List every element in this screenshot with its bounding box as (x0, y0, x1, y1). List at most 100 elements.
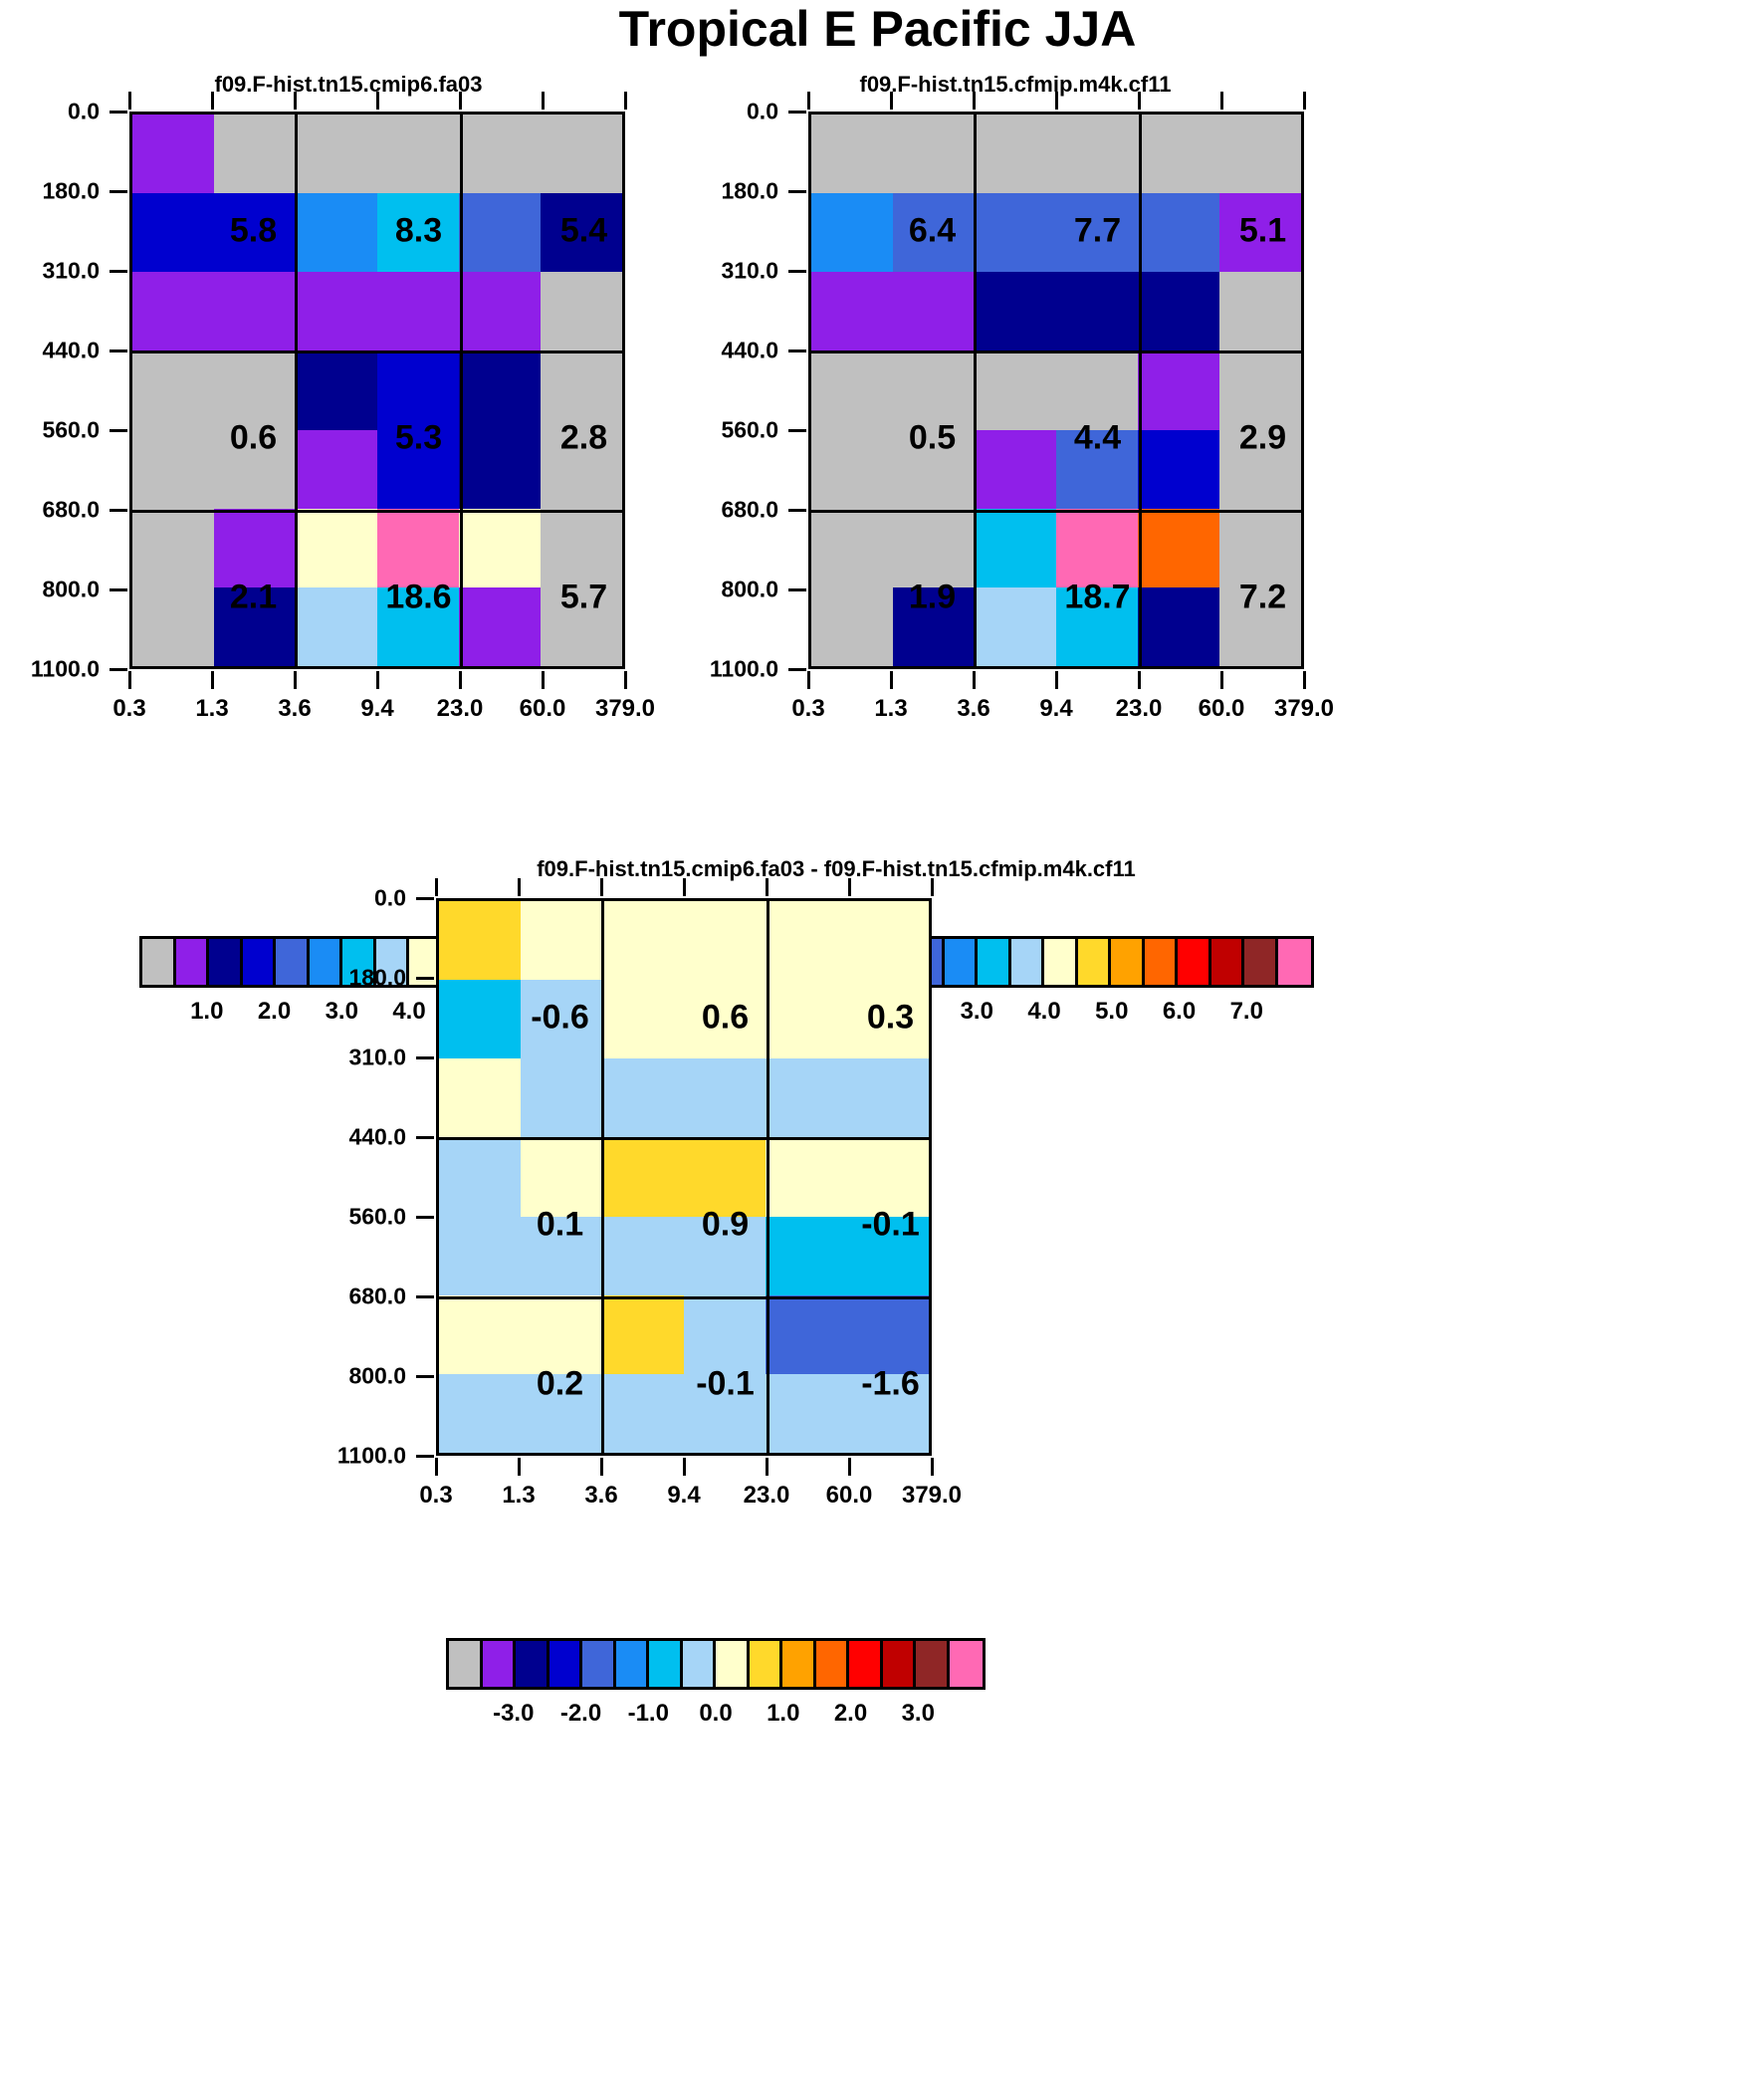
heatmap-cell (811, 115, 893, 194)
colorbar-tick-label: -1.0 (627, 1700, 669, 1727)
cell-value: 4.4 (1073, 418, 1122, 457)
cell-value: 7.7 (1073, 211, 1122, 250)
cell-value: 0.5 (908, 418, 957, 457)
colorbar-swatch (682, 1641, 716, 1687)
heatmap-cell (132, 115, 214, 194)
colorbar-swatch (449, 1641, 483, 1687)
heatmap-cell (847, 1058, 929, 1138)
x-axis-tick (1220, 671, 1223, 689)
x-axis-tick (1138, 92, 1141, 110)
x-axis-label: 23.0 (743, 1482, 790, 1509)
heatmap-cell (214, 115, 296, 194)
gridline-horizontal (129, 510, 625, 513)
heatmap-cell (132, 350, 214, 430)
heatmap-cell (975, 193, 1056, 273)
y-axis-tick (416, 977, 434, 980)
y-axis-label: 440.0 (721, 337, 778, 363)
heatmap-cell (132, 508, 214, 587)
gridline-horizontal (808, 510, 1304, 513)
colorbar-swatch (1277, 939, 1311, 985)
heatmap-cell (541, 272, 622, 351)
cell-value: 8.3 (394, 211, 443, 250)
cell-value: 5.8 (229, 211, 278, 250)
y-axis-label: 310.0 (721, 257, 778, 284)
heatmap-cell (459, 350, 541, 430)
x-axis-label: 0.3 (419, 1482, 453, 1509)
heatmap-cell (684, 980, 766, 1059)
cell-value: 1.9 (908, 578, 957, 616)
x-axis-tick (128, 671, 131, 689)
heatmap-cell (132, 586, 214, 666)
gridline-vertical (601, 898, 604, 1456)
heatmap-cell (377, 115, 459, 194)
heatmap-cell (893, 272, 975, 351)
gridline-horizontal (436, 1137, 932, 1140)
heatmap-cell (684, 1137, 766, 1217)
x-axis-tick (459, 671, 462, 689)
x-axis-tick (1055, 92, 1058, 110)
heatmap-cell (439, 901, 521, 981)
gridline-horizontal (129, 350, 625, 353)
y-axis-tick (788, 190, 806, 193)
heatmap-cell (132, 272, 214, 351)
x-axis-tick (766, 878, 768, 896)
heatmap-cell (541, 429, 622, 509)
x-axis-tick (128, 92, 131, 110)
y-axis-tick (110, 111, 127, 114)
heatmap-cell (377, 508, 459, 587)
x-axis-label: 379.0 (1273, 695, 1335, 722)
heatmap-cell (377, 586, 459, 666)
colorbar-swatch (142, 939, 176, 985)
heatmap-cell (132, 193, 214, 273)
colorbar-swatch (615, 1641, 649, 1687)
colorbar-tick-label: 1.0 (767, 1700, 800, 1727)
heatmap-cell (296, 429, 377, 509)
colorbar-tick-label: 7.0 (1229, 998, 1263, 1025)
x-axis-label: 1.3 (502, 1482, 536, 1509)
y-axis-tick (416, 1216, 434, 1219)
cell-value: -1.6 (861, 1364, 920, 1403)
x-axis-label: 0.3 (112, 695, 146, 722)
heatmap-cell (893, 193, 975, 273)
heatmap-cell (521, 901, 602, 981)
heatmap-cell (684, 1058, 766, 1138)
gridline-vertical (767, 898, 769, 1456)
colorbar-tick-label: 3.0 (325, 998, 358, 1025)
colorbar-tick-label: 2.0 (257, 998, 292, 1025)
heatmap-cell (1138, 350, 1219, 430)
heatmap-cell (602, 1137, 684, 1217)
heatmap-cell (459, 115, 541, 194)
heatmap-cell (439, 1294, 521, 1374)
x-axis-tick (435, 878, 438, 896)
cell-value: -0.1 (696, 1364, 755, 1403)
heatmap-cell (975, 508, 1056, 587)
colorbar-swatch (175, 939, 209, 985)
y-axis-label: 800.0 (721, 576, 778, 602)
heatmap-cell (684, 901, 766, 981)
y-axis-tick (110, 668, 127, 671)
x-axis-tick (931, 1458, 934, 1476)
heatmap-cell (1056, 586, 1138, 666)
cell-value: 6.4 (908, 211, 957, 250)
heatmap-cell (1138, 429, 1219, 509)
heatmap-cell (684, 1216, 766, 1295)
gridline-horizontal (436, 1296, 932, 1299)
x-axis-tick (624, 92, 627, 110)
heatmap-cell (377, 429, 459, 509)
heatmap-cell (684, 1294, 766, 1374)
colorbar-swatch (482, 1641, 516, 1687)
colorbar-swatch (516, 1641, 549, 1687)
heatmap-cell (1138, 115, 1219, 194)
figure-title: Tropical E Pacific JJA (618, 1, 1137, 57)
y-axis-tick (110, 350, 127, 352)
heatmap-cell (1056, 350, 1138, 430)
x-axis-tick (683, 878, 686, 896)
x-axis-label: 3.6 (957, 695, 990, 722)
x-axis-label: 379.0 (594, 695, 656, 722)
heatmap-grid (808, 112, 1304, 669)
heatmap-cell (847, 980, 929, 1059)
heatmap-cell (214, 586, 296, 666)
y-axis-tick (416, 1056, 434, 1059)
heatmap-cell (439, 1216, 521, 1295)
cell-value: 2.1 (229, 578, 278, 616)
